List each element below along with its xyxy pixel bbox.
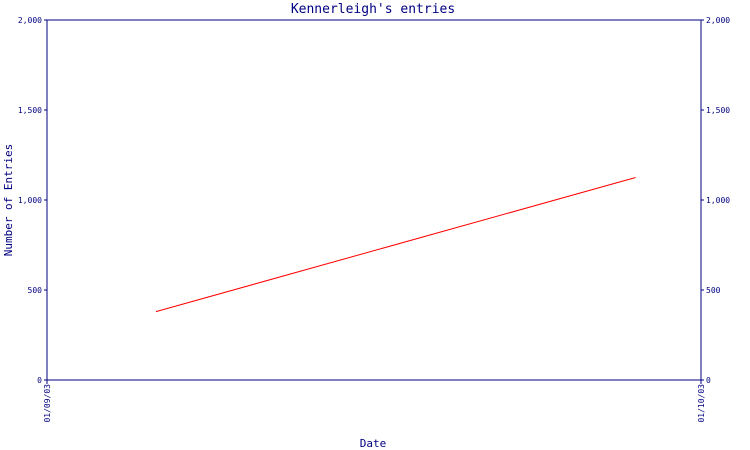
x-tick-label: 01/09/03 bbox=[43, 384, 52, 423]
y-axis-right: 0 500 1,000 1,500 2,000 bbox=[701, 16, 730, 385]
y-tick-label-right: 2,000 bbox=[706, 16, 730, 25]
y-tick-label-right: 0 bbox=[706, 376, 711, 385]
y-tick-label-left: 500 bbox=[28, 286, 43, 295]
plot-area bbox=[46, 19, 702, 381]
y-axis-label: Number of Entries bbox=[2, 144, 15, 257]
y-tick-label-right: 500 bbox=[706, 286, 721, 295]
chart-title: Kennerleigh's entries bbox=[291, 2, 455, 17]
y-tick-label-left: 1,000 bbox=[18, 196, 42, 205]
x-tick-label: 01/10/03 bbox=[697, 384, 706, 423]
x-axis: 01/09/03 01/10/03 bbox=[43, 380, 706, 423]
y-tick-label-left: 0 bbox=[37, 376, 42, 385]
y-tick-label-right: 1,500 bbox=[706, 106, 730, 115]
series-layer bbox=[155, 177, 636, 313]
y-axis-left: 0 500 1,000 1,500 2,000 bbox=[18, 16, 47, 385]
y-tick-label-right: 1,000 bbox=[706, 196, 730, 205]
x-axis-label: Date bbox=[360, 437, 387, 450]
y-tick-label-left: 1,500 bbox=[18, 106, 42, 115]
series-line bbox=[155, 177, 636, 313]
y-tick-label-left: 2,000 bbox=[18, 16, 42, 25]
